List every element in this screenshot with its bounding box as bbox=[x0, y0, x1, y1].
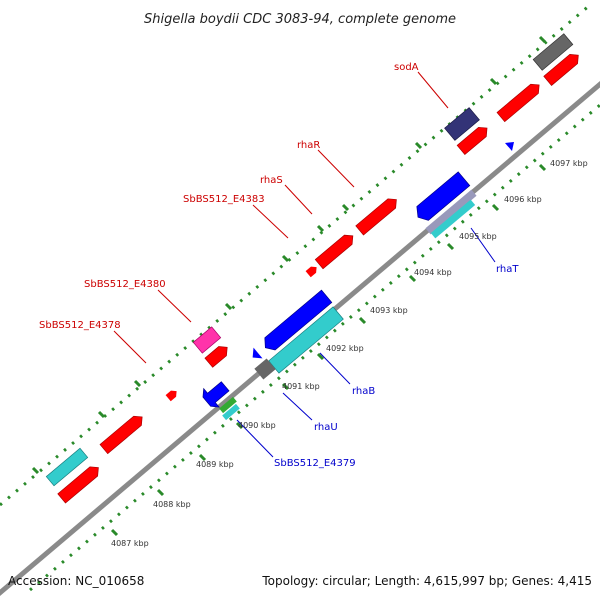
feature-blue-small[interactable] bbox=[248, 347, 263, 363]
feature-cyan-1[interactable] bbox=[45, 447, 89, 487]
feature-red-SbBS512_E4378[interactable] bbox=[204, 343, 231, 368]
feature-red-small-2[interactable] bbox=[305, 264, 320, 278]
map-title: Shigella boydii CDC 3083-94, complete ge… bbox=[144, 12, 456, 27]
kbp-label-4094: 4094 kbp bbox=[414, 268, 452, 277]
gene-label-rhaS[interactable]: rhaS bbox=[260, 175, 283, 186]
feature-gray-1[interactable] bbox=[532, 33, 574, 71]
kbp-label-4097: 4097 kbp bbox=[550, 159, 588, 168]
feature-gray-rhaB[interactable] bbox=[254, 358, 276, 380]
feature-green-SbBS512_E4379[interactable] bbox=[219, 396, 237, 414]
feature-cyan-SbBS512_E4379[interactable] bbox=[222, 403, 240, 421]
feature-cyan-rhaB[interactable] bbox=[268, 306, 344, 374]
feature-red-rhaS[interactable] bbox=[314, 231, 356, 270]
feature-red-3[interactable] bbox=[496, 80, 543, 123]
kbp-label-4095: 4095 kbp bbox=[459, 232, 497, 241]
forward-major-ticks bbox=[31, 35, 547, 475]
gene-label-rhaU[interactable]: rhaU bbox=[314, 422, 338, 433]
kbp-label-4088: 4088 kbp bbox=[153, 500, 191, 509]
feature-blue-rhaB[interactable] bbox=[260, 289, 333, 354]
feature-gray-rhaT[interactable] bbox=[425, 189, 477, 235]
feature-blue-tiny[interactable] bbox=[505, 142, 514, 151]
label-connectors bbox=[113, 71, 496, 458]
feature-navy-sodA[interactable] bbox=[444, 107, 480, 141]
kbp-label-4089: 4089 kbp bbox=[196, 460, 234, 469]
feature-red-1[interactable] bbox=[57, 463, 102, 504]
accession-text: Accession: NC_010658 bbox=[8, 574, 144, 588]
genome-summary-text: Topology: circular; Length: 4,615,997 bp… bbox=[261, 574, 592, 588]
reverse-major-ticks bbox=[110, 163, 547, 537]
kbp-label-4087: 4087 kbp bbox=[111, 539, 149, 548]
gene-label-rhaT[interactable]: rhaT bbox=[496, 264, 519, 275]
forward-features bbox=[45, 33, 582, 504]
feature-cyan-rhaT[interactable] bbox=[430, 199, 476, 239]
feature-red-sodA[interactable] bbox=[456, 123, 491, 156]
gene-label-rhaR[interactable]: rhaR bbox=[297, 140, 320, 151]
gene-label-SbBS512_E4378[interactable]: SbBS512_E4378 bbox=[39, 320, 121, 331]
kbp-label-4096: 4096 kbp bbox=[504, 195, 542, 204]
feature-red-2[interactable] bbox=[99, 412, 146, 455]
gene-label-SbBS512_E4379[interactable]: SbBS512_E4379 bbox=[274, 458, 356, 469]
gene-label-sodA[interactable]: sodA bbox=[394, 62, 419, 73]
kbp-label-4090: 4090 kbp bbox=[238, 421, 276, 430]
kbp-label-4092: 4092 kbp bbox=[326, 344, 364, 353]
feature-red-rhaR[interactable] bbox=[355, 195, 400, 236]
reverse-features bbox=[199, 142, 514, 421]
reverse-tick-track bbox=[29, 103, 600, 592]
forward-tick-track bbox=[0, 3, 591, 507]
kbp-label-4093: 4093 kbp bbox=[370, 306, 408, 315]
feature-magenta-SbBS512_E4380[interactable] bbox=[192, 326, 222, 354]
kbp-label-4091: 4091 kbp bbox=[282, 382, 320, 391]
gene-label-SbBS512_E4383[interactable]: SbBS512_E4383 bbox=[183, 194, 265, 205]
gene-label-SbBS512_E4380[interactable]: SbBS512_E4380 bbox=[84, 279, 166, 290]
feature-blue-rhaT[interactable] bbox=[412, 171, 471, 224]
feature-red-4[interactable] bbox=[543, 51, 582, 86]
feature-red-small-1[interactable] bbox=[165, 388, 180, 402]
feature-blue-rhaU[interactable] bbox=[199, 377, 233, 411]
gene-label-rhaB[interactable]: rhaB bbox=[352, 386, 375, 397]
